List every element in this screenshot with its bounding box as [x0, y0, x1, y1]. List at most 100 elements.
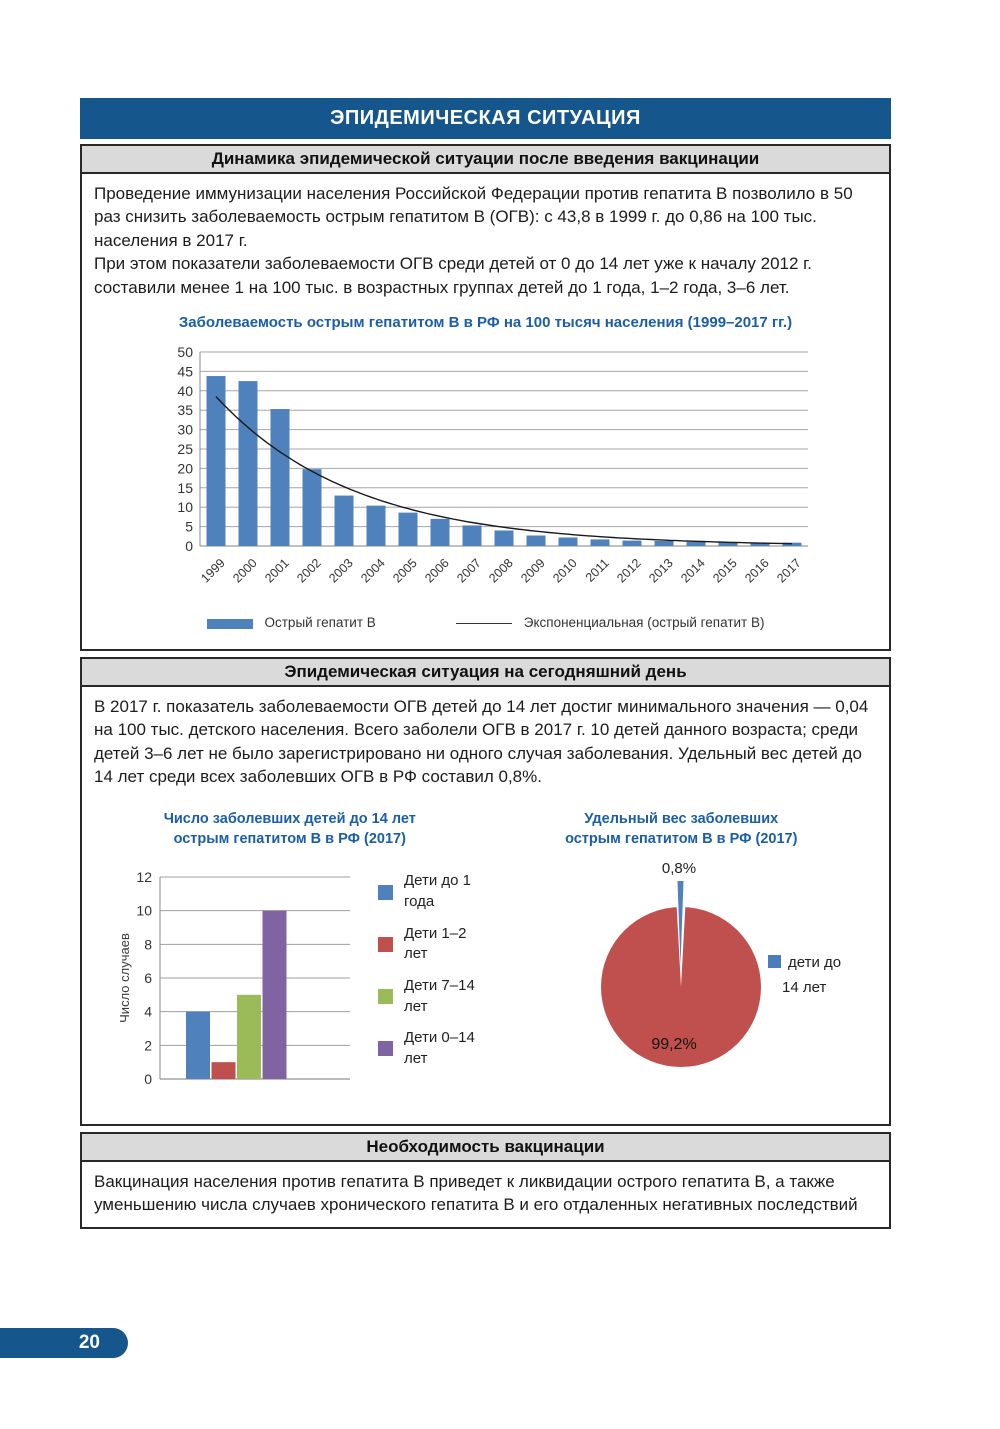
x-tick: 1999 — [198, 556, 228, 586]
svg-text:2014: 2014 — [678, 556, 708, 586]
svg-text:10: 10 — [177, 499, 193, 515]
x-tick: 2007 — [454, 556, 484, 586]
bar-1999 — [206, 376, 225, 546]
svg-text:40: 40 — [177, 383, 193, 399]
svg-text:2004: 2004 — [358, 556, 388, 586]
section-dynamics-header: Динамика эпидемической ситуации после вв… — [80, 144, 891, 174]
age-legend-swatch — [378, 936, 393, 952]
age-chart-svg: 0 2 4 6 8 10 12 Число случаев — [117, 869, 350, 1087]
bar-swatch — [206, 618, 253, 629]
pie-chart-title-line1: Удельный вес заболевших — [584, 810, 779, 827]
svg-text:2007: 2007 — [454, 556, 484, 586]
svg-text:12: 12 — [136, 869, 152, 885]
svg-text:2008: 2008 — [486, 556, 516, 586]
svg-text:2015: 2015 — [710, 556, 740, 586]
section-today-header: Эпидемическая ситуация на сегодняшний де… — [80, 657, 891, 688]
x-tick: 2006 — [422, 556, 452, 586]
bar-2004 — [366, 505, 385, 546]
svg-text:Число случаев: Число случаев — [117, 933, 132, 1023]
age-legend-item-0: Дети до 1 года — [378, 871, 486, 912]
svg-text:15: 15 — [177, 480, 193, 496]
bar-2010 — [558, 537, 577, 546]
svg-text:6: 6 — [144, 970, 152, 986]
legend-label: Острый гепатит В — [264, 615, 376, 631]
bar-2001 — [270, 408, 289, 546]
x-tick: 2017 — [774, 556, 804, 586]
section-dynamics: Динамика эпидемической ситуации после вв… — [80, 144, 891, 652]
bar-2005 — [398, 512, 417, 546]
bar-2015 — [718, 542, 737, 546]
page-number-badge: 20 — [0, 1328, 128, 1358]
svg-text:2002: 2002 — [294, 556, 324, 586]
age-chart-legend: Дети до 1 года Дети 1–2 лет Дети 7–14 лет Д… — [378, 871, 486, 1069]
legend-label: Экспоненциальная (острый гепатит В) — [523, 615, 765, 631]
age-bar-1 — [211, 1062, 236, 1080]
svg-text:20: 20 — [177, 460, 193, 476]
age-legend-item-1: Дети 1–2 лет — [378, 924, 486, 965]
dynamics-paragraph-1: Проведение иммунизации населения Российс… — [94, 184, 853, 250]
section-today-body: В 2017 г. показатель заболеваемости ОГВ … — [80, 687, 891, 1126]
section-necessity-body: Вакцинация населения против гепатита В п… — [80, 1161, 891, 1229]
line-swatch — [455, 623, 512, 625]
svg-text:45: 45 — [177, 363, 193, 379]
incidence-chart-legend: Острый гепатит В Экспоненциальная (острый… — [94, 614, 877, 633]
age-chart-title-line1: Число заболевших детей до 14 лет — [163, 810, 416, 827]
legend-item-0: Острый гепатит В — [206, 614, 376, 633]
age-bar-2 — [237, 995, 261, 1080]
age-bar-chart: 0 2 4 6 8 10 12 Число случаев — [112, 857, 364, 1113]
trend-line — [214, 396, 792, 545]
age-legend-swatch — [378, 1041, 393, 1057]
svg-text:2: 2 — [144, 1038, 152, 1054]
svg-text:2009: 2009 — [518, 556, 548, 586]
x-tick: 2016 — [742, 556, 772, 586]
age-chart-title-line2: острым гепатитом В в РФ (2017) — [173, 831, 406, 848]
bar-2012 — [622, 540, 641, 546]
x-tick: 2014 — [678, 556, 708, 586]
pie-label-small: 0,8% — [662, 860, 696, 877]
svg-text:2005: 2005 — [390, 556, 420, 586]
svg-text:25: 25 — [177, 441, 193, 457]
svg-text:2016: 2016 — [742, 556, 772, 586]
today-paragraph: В 2017 г. показатель заболеваемости ОГВ … — [94, 697, 869, 787]
age-legend-label: Дети 1–2 лет — [404, 924, 467, 963]
bar-2009 — [526, 535, 545, 546]
x-tick: 2012 — [614, 556, 644, 586]
x-tick: 2011 — [582, 556, 611, 585]
svg-text:2000: 2000 — [230, 556, 260, 586]
incidence-bar-chart: 0 5 10 15 20 25 30 35 40 45 50 1999 2000 2001 2002 2003… — [94, 336, 877, 610]
x-tick: 2005 — [390, 556, 420, 586]
svg-text:2017: 2017 — [774, 556, 804, 586]
svg-text:2010: 2010 — [550, 556, 580, 586]
bar-2006 — [430, 518, 449, 546]
age-legend-item-2: Дети 7–14 лет — [378, 976, 486, 1017]
necessity-paragraph: Вакцинация населения против гепатита В п… — [94, 1171, 858, 1215]
age-legend-label: Дети 0–14 лет — [404, 1029, 475, 1067]
x-tick: 2004 — [358, 556, 388, 586]
age-chart-wrap: 0 2 4 6 8 10 12 Число случаев Дети до 1 года Дет… — [94, 857, 486, 1113]
svg-text:4: 4 — [144, 1004, 152, 1020]
x-tick: 2013 — [646, 556, 676, 586]
bar-2007 — [462, 525, 481, 546]
bar-2008 — [494, 530, 513, 546]
svg-text:5: 5 — [185, 519, 193, 535]
pie-slice-minority — [677, 881, 684, 966]
svg-text:2012: 2012 — [614, 556, 644, 586]
section-necessity-header: Необходимость вакцинации — [80, 1131, 891, 1162]
bar-2000 — [238, 381, 257, 546]
age-bar-0 — [186, 1012, 210, 1080]
age-legend-swatch — [378, 989, 393, 1005]
svg-text:0: 0 — [144, 1071, 152, 1087]
pie-legend-swatch — [768, 955, 782, 969]
section-necessity: Необходимость вакцинации Вакцинация насе… — [80, 1131, 891, 1229]
svg-text:2001: 2001 — [262, 556, 292, 586]
age-chart-title: Число заболевших детей до 14 лет острым … — [94, 809, 486, 850]
x-tick: 2008 — [486, 556, 516, 586]
share-pie-chart: 0,8% 99,2% дети до 14 лет — [486, 857, 878, 1109]
x-tick: 2015 — [710, 556, 740, 586]
x-tick: 2003 — [326, 556, 356, 586]
x-tick: 2010 — [550, 556, 580, 586]
svg-text:2011: 2011 — [582, 556, 611, 585]
x-tick: 2000 — [230, 556, 260, 586]
svg-text:30: 30 — [177, 422, 193, 438]
svg-text:50: 50 — [177, 344, 193, 360]
